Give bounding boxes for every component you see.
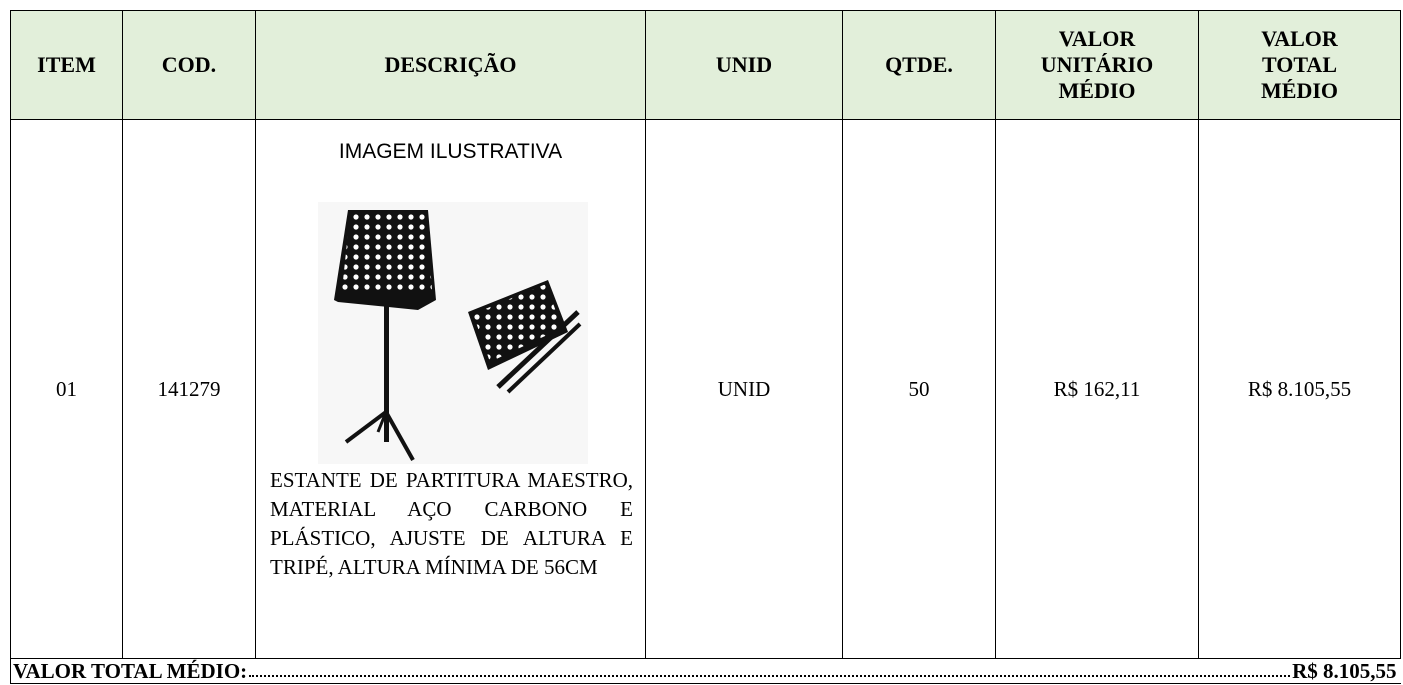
header-text: QTDE. [885, 52, 953, 77]
price-table: ITEM COD. DESCRIÇÃO UNID QTDE. VALOR UNI… [10, 10, 1401, 684]
image-caption: IMAGEM ILUSTRATIVA [338, 140, 563, 163]
description-text: ESTANTE DE PARTITURA MAESTRO, MATERIAL A… [270, 468, 633, 579]
header-text: UNID [715, 52, 773, 77]
header-text: DESCRIÇÃO [384, 52, 517, 77]
product-image [318, 202, 588, 464]
header-text: VALOR TOTAL MÉDIO [1261, 26, 1338, 103]
header-text: COD. [161, 52, 217, 77]
total-value-cell: R$ 8.105,55 [1198, 119, 1401, 659]
header-text: ITEM [37, 52, 96, 77]
footer-label: VALOR TOTAL MÉDIO: [13, 659, 248, 683]
header-cell: VALOR TOTAL MÉDIO [1198, 10, 1401, 120]
header-row: ITEM COD. DESCRIÇÃO UNID QTDE. VALOR UNI… [10, 10, 1401, 120]
header-cell: DESCRIÇÃO [255, 10, 646, 120]
footer-row: VALOR TOTAL MÉDIO: R$ 8.105,55 [10, 658, 1401, 684]
item-cell: 01 [10, 119, 123, 659]
footer-value: R$ 8.105,55 [1292, 659, 1397, 683]
header-cell: QTDE. [842, 10, 996, 120]
header-cell: COD. [122, 10, 256, 120]
header-text: VALOR UNITÁRIO MÉDIO [1040, 26, 1154, 103]
data-row: 01 141279 IMAGEM ILUSTRATIVA ESTANTE [10, 119, 1401, 659]
header-cell: ITEM [10, 10, 123, 120]
header-cell: VALOR UNITÁRIO MÉDIO [995, 10, 1199, 120]
unit-value-cell: R$ 162,11 [995, 119, 1199, 659]
unit-cell: UNID [645, 119, 843, 659]
code-cell: 141279 [122, 119, 256, 659]
footer-cell: VALOR TOTAL MÉDIO: R$ 8.105,55 [10, 658, 1401, 684]
description-cell: IMAGEM ILUSTRATIVA ESTANTE DE PARTITURA … [255, 119, 646, 659]
header-cell: UNID [645, 10, 843, 120]
quantity-cell: 50 [842, 119, 996, 659]
leader-dots [249, 675, 1291, 677]
